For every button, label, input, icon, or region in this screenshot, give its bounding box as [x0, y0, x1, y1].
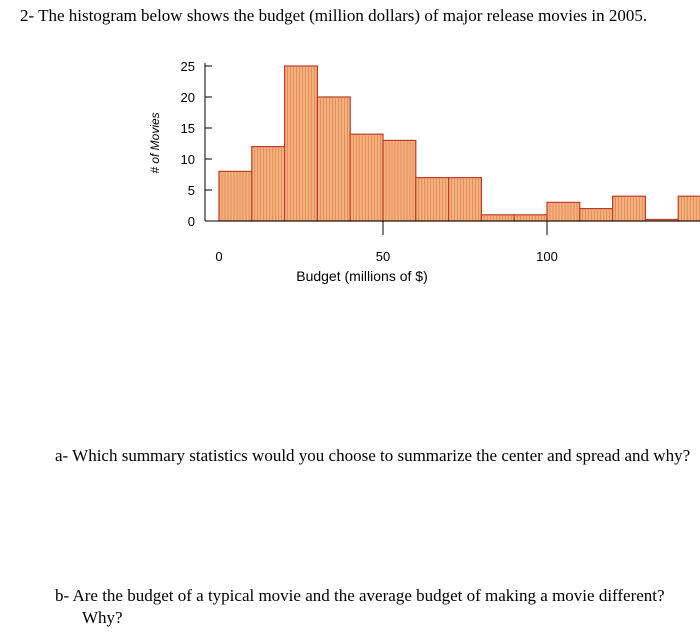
histogram-bar — [316, 96, 351, 222]
question-part-b-why: Why? — [82, 608, 123, 627]
histogram-bar — [349, 133, 384, 222]
y-axis: 0 5 10 15 20 25 — [181, 59, 212, 229]
x-axis: 050100150 — [205, 220, 700, 264]
histogram-bar — [611, 195, 646, 222]
histogram-bar — [251, 146, 286, 222]
histogram-bar — [480, 214, 515, 222]
histogram-bar — [677, 195, 700, 222]
histogram-bar — [415, 177, 450, 222]
histogram-bar — [382, 139, 417, 222]
histogram-bar — [513, 214, 548, 222]
histogram-bar — [448, 177, 483, 222]
histogram-bars — [218, 65, 700, 222]
histogram-bar — [579, 208, 614, 222]
x-tick-label: 100 — [536, 249, 558, 264]
y-tick-label: 15 — [181, 121, 195, 136]
x-tick-label: 50 — [376, 249, 390, 264]
x-tick-label: 0 — [215, 249, 222, 264]
question-part-a: a- Which summary statistics would you ch… — [55, 446, 691, 465]
question-part-b: b- Are the budget of a typical movie and… — [55, 586, 665, 605]
y-tick-label: 25 — [181, 59, 195, 74]
y-tick-label: 0 — [188, 214, 195, 229]
y-tick-label: 5 — [188, 183, 195, 198]
histogram-bar — [284, 65, 319, 222]
y-tick-label: 10 — [181, 152, 195, 167]
x-axis-label: Budget (millions of $) — [296, 268, 428, 284]
histogram-bar — [546, 201, 581, 222]
question-title: 2- The histogram below shows the budget … — [20, 6, 648, 25]
histogram-bar — [218, 170, 253, 222]
y-axis-label: # of Movies — [148, 112, 162, 173]
y-tick-label: 20 — [181, 90, 195, 105]
